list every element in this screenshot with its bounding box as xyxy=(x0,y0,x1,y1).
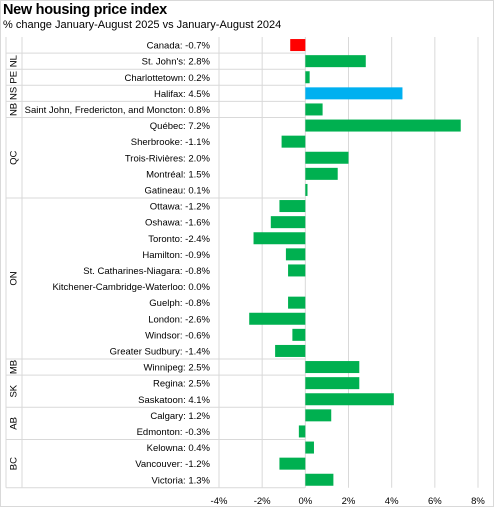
bar-calgary xyxy=(305,409,332,422)
gridlines xyxy=(218,37,479,488)
province-label: MB xyxy=(9,360,20,374)
bar-edmonton xyxy=(298,425,306,438)
province-label: NL xyxy=(9,55,20,67)
category-label: Sherbrooke: -1.1% xyxy=(131,137,211,148)
bar-saint-john-fredericton-and-moncton xyxy=(305,103,323,116)
bar-oshawa xyxy=(270,216,306,229)
category-label: Calgary: 1.2% xyxy=(150,411,210,422)
bar-canada xyxy=(290,39,306,52)
bar-regina xyxy=(305,377,360,390)
province-label: ON xyxy=(9,271,20,285)
category-label: Hamilton: -0.9% xyxy=(142,250,210,261)
category-label: Oshawa: -1.6% xyxy=(145,218,210,229)
x-tick-label: 6% xyxy=(428,496,442,507)
bar-kelowna xyxy=(305,441,314,454)
category-label: Regina: 2.5% xyxy=(153,379,211,390)
bar-greater-sudbury xyxy=(275,344,306,357)
category-label: Kitchener-Cambridge-Waterloo: 0.0% xyxy=(52,282,210,293)
bar-st-catharines-niagara xyxy=(288,264,306,277)
category-label: Winnipeg: 2.5% xyxy=(143,363,210,374)
category-label: St. Catharines-Niagara: -0.8% xyxy=(83,266,210,277)
bar-charlottetown xyxy=(305,71,310,84)
bar-vancouver xyxy=(279,457,306,470)
category-label: St. John's: 2.8% xyxy=(142,57,211,68)
group-separators xyxy=(5,37,305,489)
chart-title: New housing price index xyxy=(3,2,167,18)
category-label: Saint John, Fredericton, and Moncton: 0.… xyxy=(25,105,211,116)
bar-windsor xyxy=(292,328,306,341)
province-label: NS xyxy=(9,87,20,100)
bar-toronto xyxy=(253,232,306,245)
bar-victoria xyxy=(305,473,334,486)
category-label: Trois-Rivières: 2.0% xyxy=(125,153,211,164)
bar-gatineau xyxy=(305,183,308,196)
province-label: SK xyxy=(9,384,20,397)
category-label: London: -2.6% xyxy=(148,314,210,325)
bar-guelph xyxy=(288,296,306,309)
category-label: Charlottetown: 0.2% xyxy=(124,73,210,84)
bar-saskatoon xyxy=(305,393,394,406)
province-label: QC xyxy=(9,150,20,164)
x-tick-label: -2% xyxy=(254,496,271,507)
chart-subtitle: % change January-August 2025 vs January-… xyxy=(3,19,282,31)
category-label: Victoria: 1.3% xyxy=(152,475,211,486)
bar-st-john-s xyxy=(305,55,366,68)
x-tick-labels: -4% -2% 0% 2% 4% 6% 8% xyxy=(211,496,486,507)
province-label: PE xyxy=(9,71,20,84)
x-tick-label: 4% xyxy=(385,496,399,507)
bar-hamilton xyxy=(285,248,306,261)
category-label: Toronto: -2.4% xyxy=(148,234,210,245)
bars xyxy=(249,39,461,486)
category-label: Halifax: 4.5% xyxy=(154,89,211,100)
bar-london xyxy=(249,312,306,325)
category-label: Greater Sudbury: -1.4% xyxy=(110,346,211,357)
category-label: Gatineau: 0.1% xyxy=(145,185,211,196)
province-label: BC xyxy=(9,457,20,470)
bar-halifax xyxy=(305,87,403,100)
category-labels: Canada: -0.7% St. John's: 2.8% Charlotteto… xyxy=(25,41,211,487)
bar-sherbrooke xyxy=(281,135,306,148)
x-tick-label: -4% xyxy=(211,496,228,507)
bar-montr-al xyxy=(305,167,338,180)
category-label: Canada: -0.7% xyxy=(147,41,211,52)
category-label: Kelowna: 0.4% xyxy=(147,443,211,454)
province-label: NB xyxy=(9,103,20,116)
x-tick-label: 0% xyxy=(298,496,312,507)
bar-trois-rivi-res xyxy=(305,151,349,164)
category-label: Edmonton: -0.3% xyxy=(137,427,211,438)
category-label: Windsor: -0.6% xyxy=(145,330,210,341)
province-label: AB xyxy=(9,417,20,430)
category-label: Vancouver: -1.2% xyxy=(135,459,210,470)
category-label: Ottawa: -1.2% xyxy=(150,202,211,213)
x-tick-label: 8% xyxy=(471,496,485,507)
bar-ottawa xyxy=(279,200,306,213)
category-label: Montréal: 1.5% xyxy=(146,169,210,180)
bar-qu-bec xyxy=(305,119,461,132)
category-label: Guelph: -0.8% xyxy=(149,298,210,309)
category-label: Saskatoon: 4.1% xyxy=(138,395,210,406)
x-tick-label: 2% xyxy=(342,496,356,507)
province-labels: NL PE NS NB QC ON MB SK AB BC xyxy=(9,55,20,470)
category-label: Québec: 7.2% xyxy=(150,121,211,132)
bar-winnipeg xyxy=(305,361,360,374)
